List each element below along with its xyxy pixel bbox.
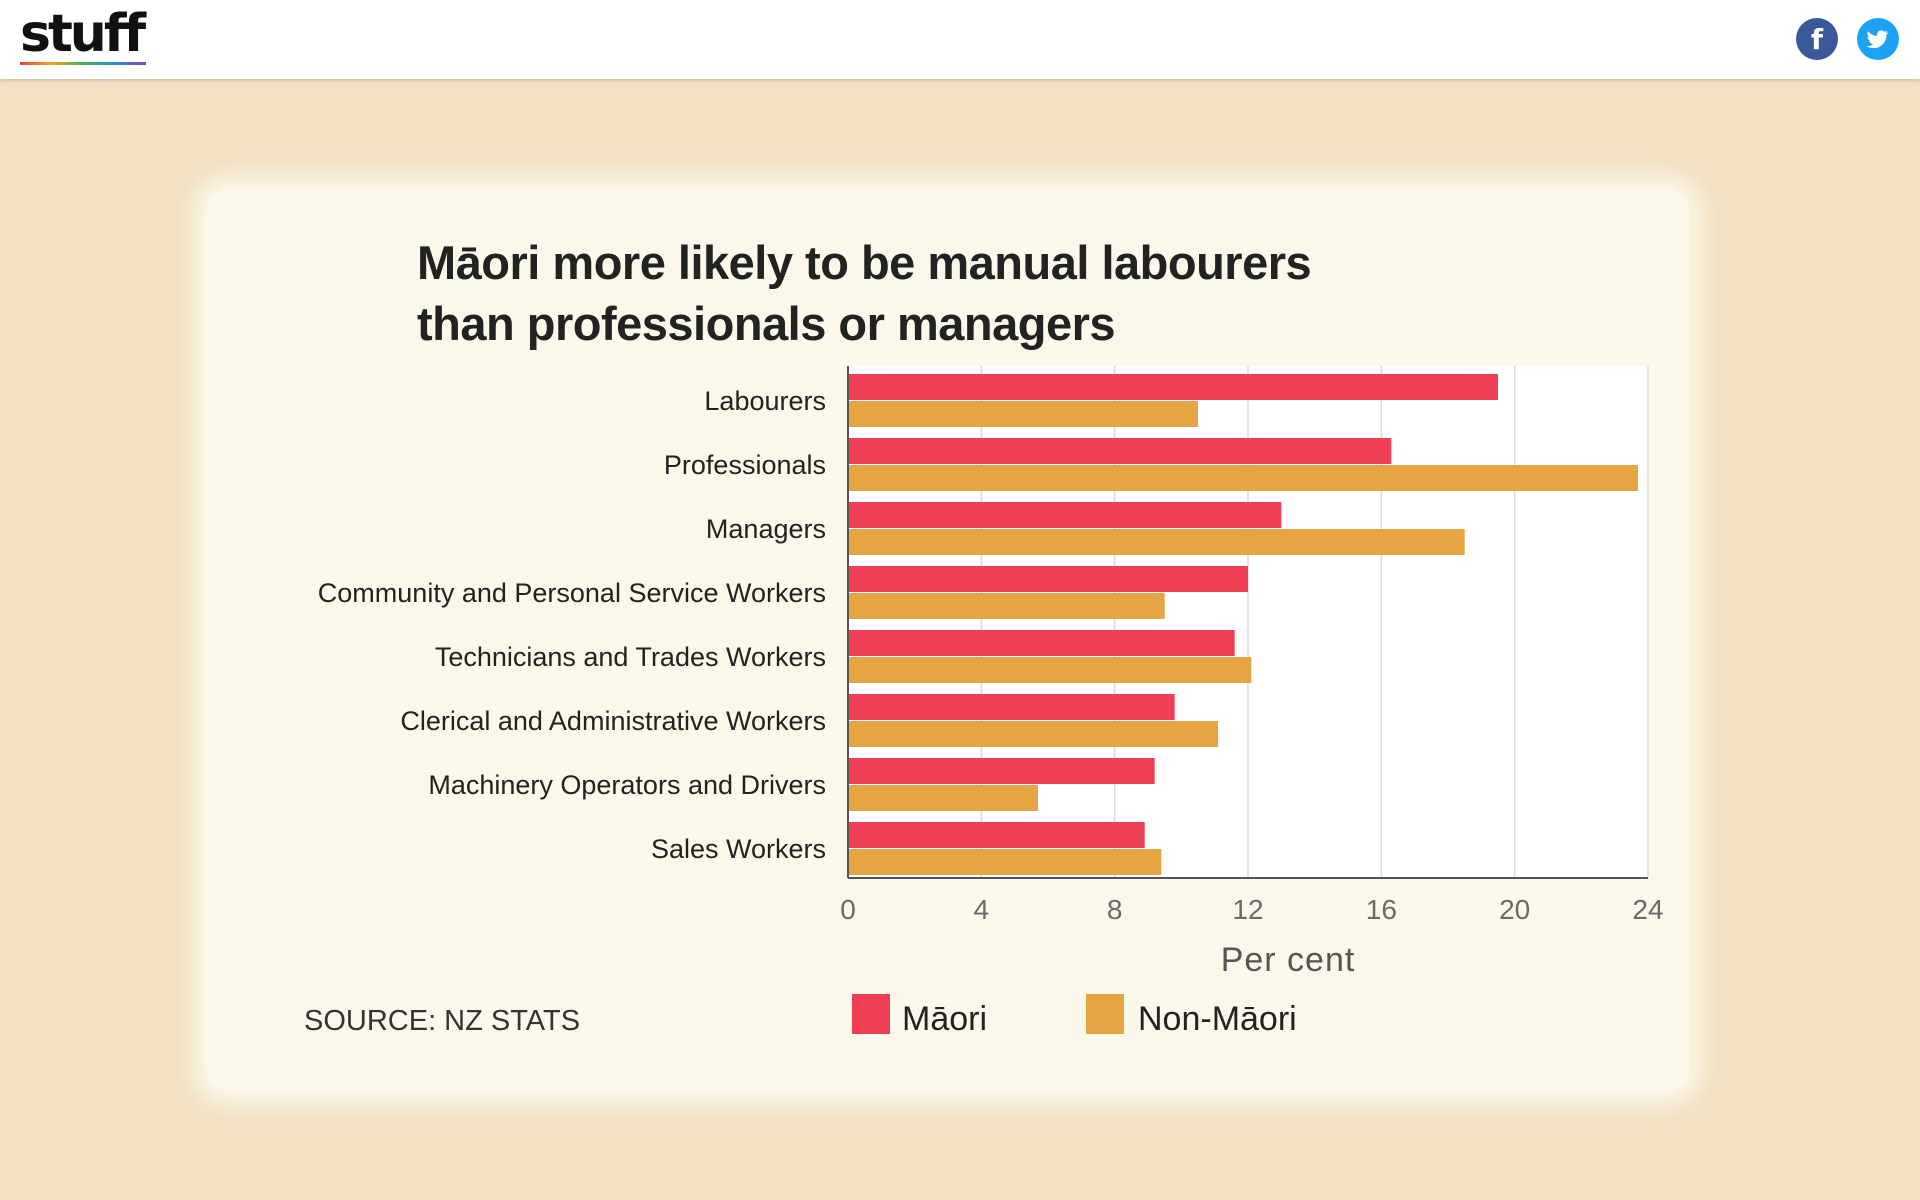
chart-title: Māori more likely to be manual labourers…: [417, 232, 1417, 354]
bar: [848, 566, 1248, 592]
x-tick-label: 20: [1499, 894, 1530, 925]
category-label: Clerical and Administrative Workers: [400, 706, 826, 736]
bar: [848, 593, 1165, 619]
category-label: Machinery Operators and Drivers: [428, 770, 826, 800]
category-label: Professionals: [664, 450, 826, 480]
twitter-icon[interactable]: [1857, 18, 1899, 60]
bar: [848, 438, 1392, 464]
category-label: Labourers: [704, 386, 826, 416]
bar: [848, 785, 1038, 811]
bar: [848, 721, 1218, 747]
bar: [848, 758, 1155, 784]
bar: [848, 374, 1498, 400]
bar: [848, 529, 1465, 555]
logo-underline: [20, 62, 146, 65]
x-tick-label: 16: [1366, 894, 1397, 925]
x-tick-label: 24: [1632, 894, 1663, 925]
category-label: Technicians and Trades Workers: [435, 642, 826, 672]
site-header: stuff f: [0, 0, 1920, 79]
bar: [848, 465, 1638, 491]
bar: [848, 502, 1282, 528]
x-tick-label: 8: [1107, 894, 1123, 925]
x-tick-label: 0: [840, 894, 856, 925]
legend-label-maori: Māori: [902, 1000, 988, 1038]
x-tick-label: 12: [1232, 894, 1263, 925]
legend-swatch-maori: [852, 994, 890, 1034]
bar: [848, 630, 1235, 656]
twitter-bird-glyph: [1866, 30, 1889, 49]
bar: [848, 822, 1145, 848]
category-label: Community and Personal Service Workers: [318, 578, 826, 608]
bar: [848, 657, 1252, 683]
x-tick-label: 4: [974, 894, 990, 925]
chart-title-line-2: than professionals or managers: [417, 297, 1116, 350]
legend-label-non-maori: Non-Māori: [1138, 1000, 1297, 1038]
category-label: Managers: [706, 514, 826, 544]
source-note: SOURCE: NZ STATS: [304, 1005, 581, 1037]
chart-title-line-1: Māori more likely to be manual labourers: [417, 236, 1312, 289]
bar: [848, 401, 1198, 427]
bar: [848, 694, 1175, 720]
legend-swatch-non-maori: [1086, 994, 1124, 1034]
x-axis-title: Per cent: [1221, 941, 1356, 979]
bar: [848, 849, 1162, 875]
category-label: Sales Workers: [651, 834, 826, 864]
stuff-logo[interactable]: stuff: [20, 4, 146, 64]
facebook-icon[interactable]: f: [1796, 18, 1838, 60]
